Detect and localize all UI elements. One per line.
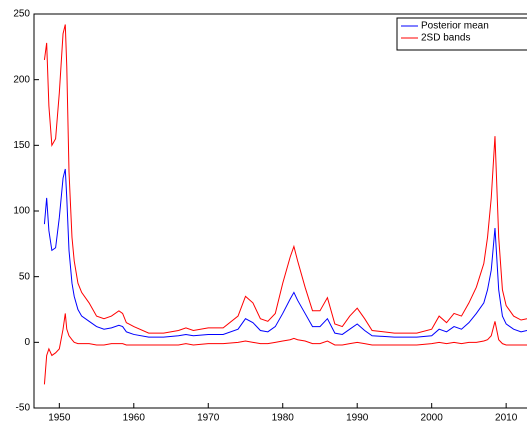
data-line: [43, 313, 527, 385]
legend-label: Posterior mean: [421, 21, 489, 32]
x-tick-label: 1970: [197, 413, 220, 424]
y-tick-label: 50: [19, 271, 31, 282]
x-tick-label: 2010: [495, 413, 518, 424]
legend-box: [396, 17, 527, 51]
x-tick-label: 1990: [346, 413, 369, 424]
y-tick-label: 0: [24, 337, 30, 348]
plot-area: [43, 24, 527, 385]
y-tick-label: 250: [13, 9, 30, 20]
x-tick-label: 1950: [48, 413, 71, 424]
axes-box: [33, 13, 527, 409]
y-tick-label: 200: [13, 74, 30, 85]
x-tick-label: 1960: [123, 413, 146, 424]
data-line: [43, 168, 527, 338]
y-tick-label: -50: [16, 403, 31, 414]
data-line: [43, 24, 527, 334]
legend-label: 2SD bands: [421, 33, 470, 44]
y-tick-label: 150: [13, 140, 30, 151]
x-tick-label: 1980: [272, 413, 295, 424]
x-tick-label: 2000: [421, 413, 444, 424]
y-tick-label: 100: [13, 206, 30, 217]
